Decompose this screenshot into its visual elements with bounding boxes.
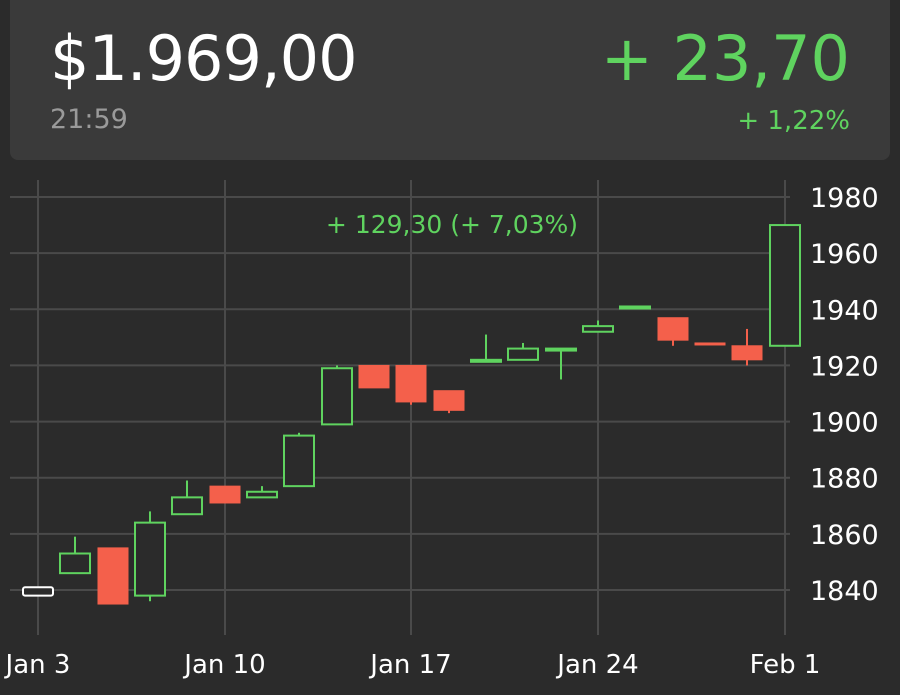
candle-body [134,521,166,597]
price-change-percent: + 1,22% [737,106,850,136]
candle [470,334,502,363]
candle [769,224,801,347]
x-tick-label: Jan 17 [368,650,451,680]
candle [395,364,427,405]
current-price: $1.969,00 [50,22,358,95]
candle-body [209,485,241,504]
x-tick-label: Jan 10 [182,650,265,680]
candle [209,485,241,504]
candle-body [657,317,689,341]
candle [582,320,614,333]
candle [731,328,763,366]
candlestick-chart[interactable]: 1840 1860 1880 1900 1920 1940 1960 1980 Jan 3 Jan… [0,160,900,695]
candle [657,317,689,346]
candle [507,342,539,361]
candle [545,347,577,380]
candle-body [395,364,427,403]
candle-body [731,345,763,361]
candle [694,342,726,346]
y-tick-label: 1840 [810,576,879,607]
y-tick-label: 1960 [810,239,879,270]
candle-body [507,347,539,361]
y-tick-label: 1980 [810,183,879,214]
candle-body [545,347,577,352]
change-annotation: + 129,30 (+ 7,03%) [326,210,578,239]
candle [433,390,465,414]
candle-body [321,367,353,426]
y-tick-label: 1920 [810,351,879,382]
candle [22,586,54,597]
candle [321,365,353,426]
quote-time: 21:59 [50,104,128,135]
candle-body [582,325,614,333]
candle [134,511,166,602]
y-tick-label: 1900 [810,408,879,439]
candle [619,305,651,310]
candle [358,364,390,389]
quote-header: $1.969,00 21:59 + 23,70 + 1,22% [10,0,890,160]
candle-body [246,490,278,499]
candle-body [470,358,502,363]
x-tick-label: Jan 3 [4,650,71,680]
candle [283,432,315,488]
candle-body [769,224,801,347]
candle [59,536,91,575]
candle-body [22,586,54,597]
candle [97,547,129,605]
candle-body [97,547,129,605]
candle-body [171,496,203,516]
x-tick-label: Jan 24 [555,650,638,680]
candle-body [694,342,726,346]
y-tick-label: 1940 [810,295,879,326]
candle [171,480,203,516]
price-change: + 23,70 [600,22,850,95]
candle-body [619,305,651,310]
y-tick-label: 1860 [810,520,879,551]
candle [246,486,278,499]
candle-body [433,390,465,411]
candle-body [358,364,390,389]
x-tick-label: Feb 1 [750,650,821,680]
candle-body [283,434,315,488]
y-tick-label: 1880 [810,464,879,495]
candle-body [59,552,91,575]
